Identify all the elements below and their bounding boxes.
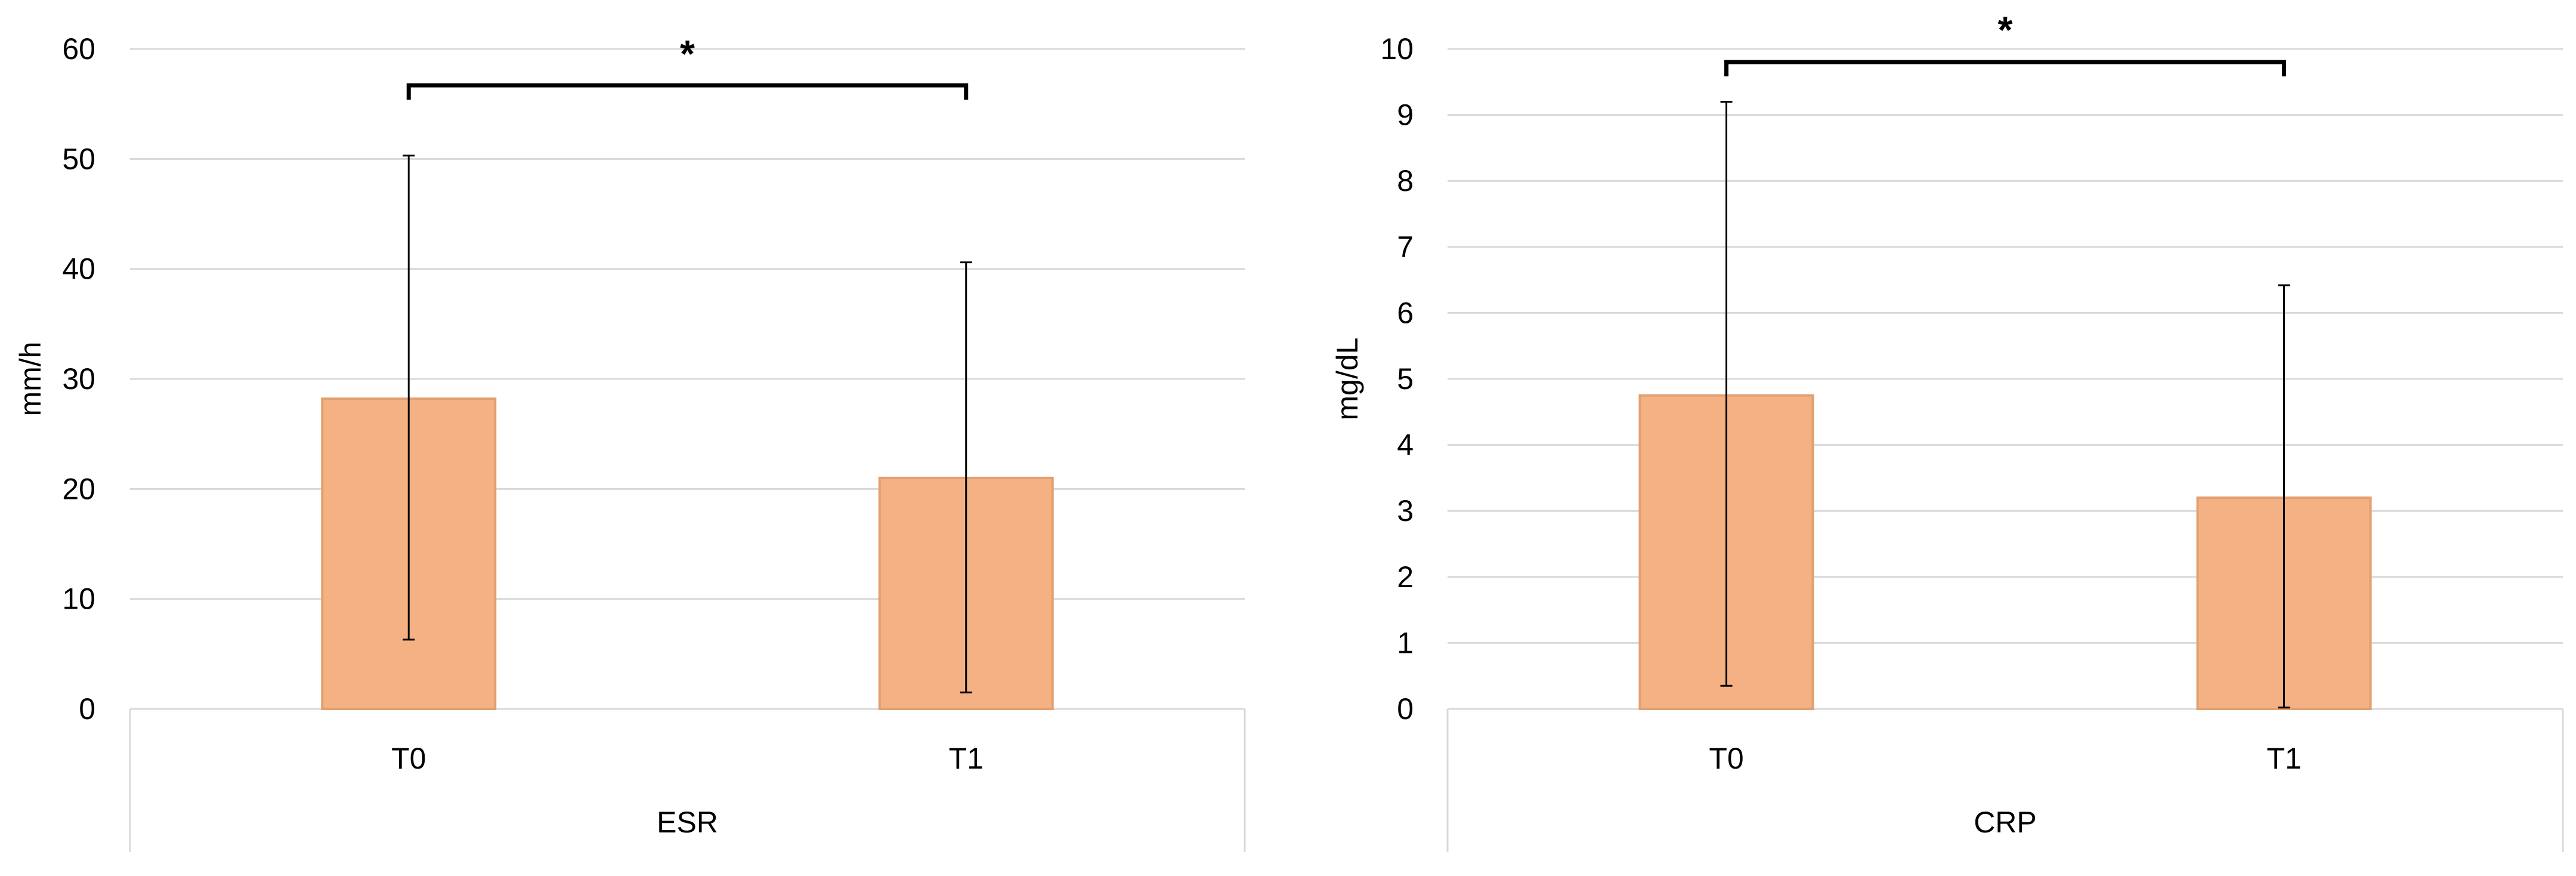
y-axis-label: mm/h <box>14 342 47 417</box>
y-tick-label: 8 <box>1397 164 1414 198</box>
y-tick-label: 7 <box>1397 230 1414 264</box>
significance-label: * <box>1998 8 2013 51</box>
category-label: T0 <box>1709 742 1743 775</box>
y-tick-label: 10 <box>62 582 95 616</box>
significance-bracket <box>1724 60 2286 76</box>
significance-bracket <box>406 83 969 100</box>
y-tick-label: 2 <box>1397 560 1414 594</box>
y-tick-label: 5 <box>1397 362 1414 396</box>
chart-0: 0 10 20 30 40 50 60 mm/h T0 T1 ESR * <box>14 32 1246 852</box>
category-label: T0 <box>391 742 426 775</box>
y-tick-label: 20 <box>62 472 95 505</box>
y-tick-label: 60 <box>62 32 95 66</box>
y-tick-label: 50 <box>62 142 95 175</box>
group-label: ESR <box>657 806 718 839</box>
y-tick-label: 40 <box>62 252 95 286</box>
category-label: T1 <box>2266 742 2301 775</box>
y-tick-label: 9 <box>1397 98 1414 132</box>
y-tick-label: 1 <box>1397 626 1414 659</box>
y-axis-label: mg/dL <box>1331 338 1364 421</box>
category-label: T1 <box>949 742 984 775</box>
y-tick-label: 3 <box>1397 494 1414 528</box>
y-tick-label: 6 <box>1397 296 1414 329</box>
y-tick-label: 30 <box>62 362 95 396</box>
chart-1: 0 1 2 3 4 5 6 7 8 9 10 mg/dL T0 T1 CRP * <box>1331 8 2564 852</box>
group-label: CRP <box>1974 806 2037 839</box>
y-tick-label: 10 <box>1380 32 1414 66</box>
y-tick-label: 0 <box>79 692 95 726</box>
significance-label: * <box>680 32 695 75</box>
y-tick-label: 0 <box>1397 692 1414 726</box>
y-tick-label: 4 <box>1397 428 1414 462</box>
